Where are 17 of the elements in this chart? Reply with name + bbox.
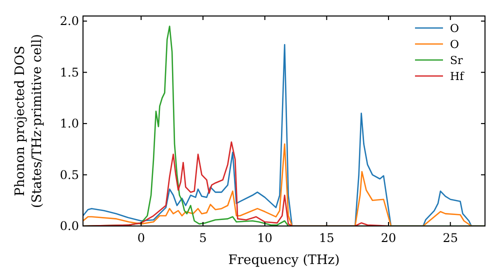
x-tick-label: 10	[257, 231, 272, 245]
y-tick-label: 1.0	[60, 116, 79, 131]
y-axis-title: Phonon projected DOS (States/THz·primitive cell)	[13, 34, 45, 208]
y-tick-label: 2.0	[60, 14, 79, 28]
x-tick-label: 25	[442, 231, 458, 245]
legend-label: O	[450, 38, 460, 51]
y-tick-label: 0.5	[60, 168, 79, 182]
legend-label: Sr	[450, 54, 464, 67]
legend-label: O	[450, 22, 460, 35]
x-axis-title: Frequency (THz)	[228, 253, 340, 268]
x-tick-label: 5	[199, 231, 207, 245]
x-tick-label: 20	[380, 231, 396, 245]
y-tick-label: 0.0	[60, 219, 79, 233]
y-tick-label: 1.5	[60, 65, 79, 80]
x-tick-label: 15	[319, 231, 334, 245]
x-tick-label: 0	[137, 231, 145, 245]
legend-label: Hf	[450, 70, 465, 83]
